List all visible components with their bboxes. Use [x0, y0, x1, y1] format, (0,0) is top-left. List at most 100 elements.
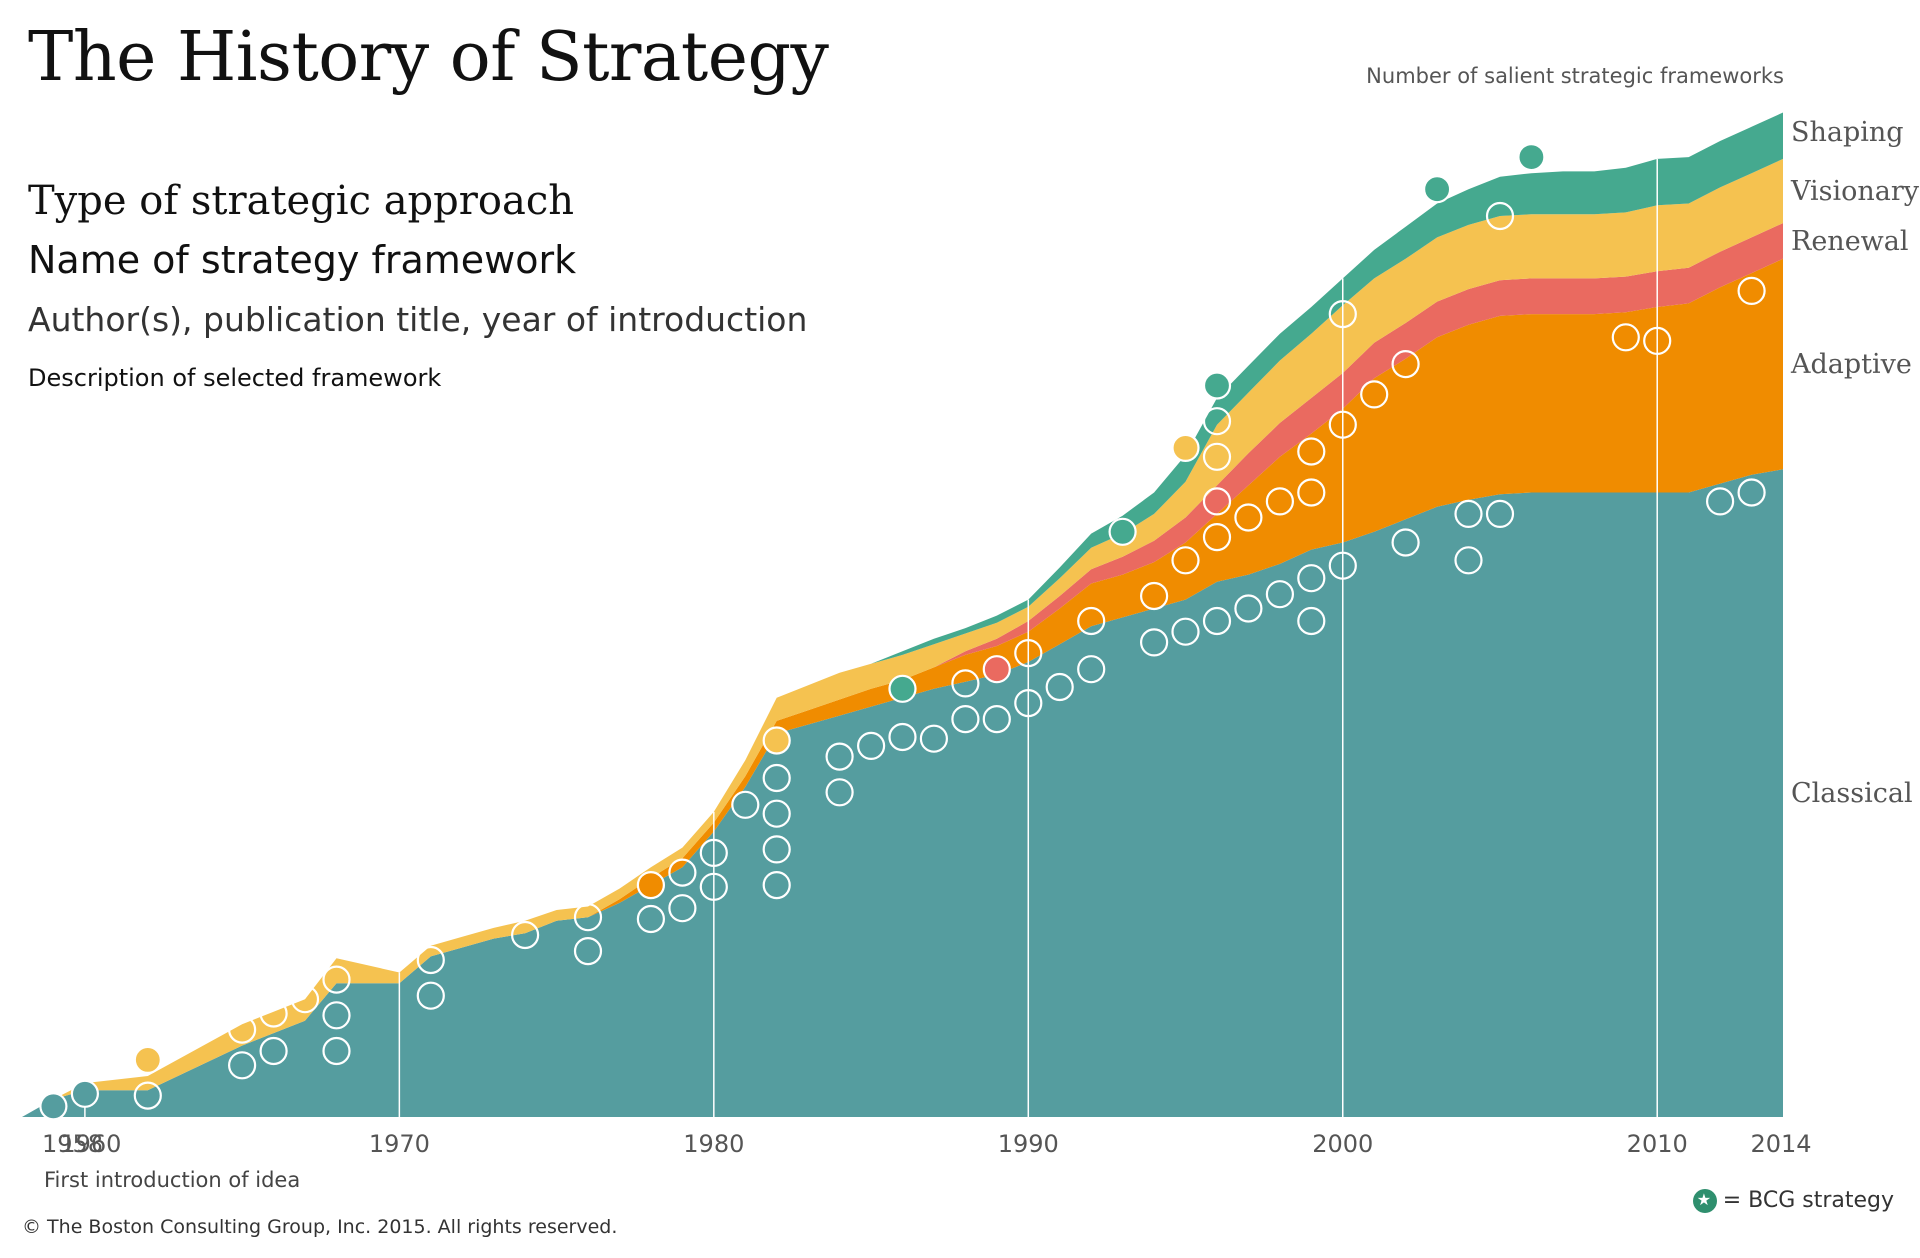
framework-marker-classical — [668, 858, 697, 887]
x-tick-label: 1980 — [683, 1130, 744, 1158]
framework-marker-classical — [259, 999, 288, 1028]
framework-marker-classical — [762, 799, 791, 828]
framework-marker-shaping — [1202, 371, 1232, 400]
framework-marker-visionary — [762, 726, 791, 755]
series-label-classical: Classical — [1791, 778, 1913, 809]
framework-marker-adaptive — [1171, 546, 1200, 575]
framework-marker-renewal — [1014, 638, 1043, 668]
framework-marker-classical — [322, 965, 351, 994]
framework-marker-classical — [1139, 628, 1169, 657]
framework-marker-classical — [825, 778, 854, 807]
framework-marker-classical — [290, 985, 320, 1014]
framework-marker-classical — [416, 981, 445, 1010]
framework-marker-classical — [510, 920, 540, 950]
framework-marker-classical — [919, 724, 949, 753]
framework-marker-classical — [825, 742, 854, 771]
framework-marker-classical — [1297, 564, 1326, 593]
framework-marker-classical — [1454, 499, 1483, 529]
copyright-notice: © The Boston Consulting Group, Inc. 2015… — [22, 1216, 618, 1238]
framework-marker-adaptive — [1611, 323, 1640, 352]
x-tick-label: 2014 — [1750, 1130, 1811, 1158]
framework-marker-classical — [1234, 594, 1263, 623]
framework-marker-classical — [762, 835, 791, 864]
framework-marker-adaptive — [1643, 326, 1672, 355]
framework-marker-classical — [1077, 655, 1106, 684]
series-label-renewal: Renewal — [1791, 226, 1909, 257]
page-title: The History of Strategy — [28, 18, 829, 97]
framework-marker-classical — [259, 1036, 288, 1066]
info-authors: Author(s), publication title, year of in… — [28, 300, 808, 339]
framework-marker-classical — [1202, 606, 1232, 636]
framework-marker-classical — [699, 872, 728, 901]
x-tick-label: 2010 — [1627, 1130, 1688, 1158]
framework-marker-classical — [1014, 688, 1043, 718]
framework-marker-classical — [573, 903, 603, 932]
area-renewal — [22, 223, 1783, 1118]
framework-marker-classical — [1454, 546, 1483, 575]
framework-marker-classical — [1737, 478, 1766, 507]
framework-marker-classical — [1485, 499, 1515, 529]
framework-marker-visionary — [1202, 407, 1232, 436]
framework-marker-adaptive — [1360, 380, 1389, 409]
framework-marker-classical — [573, 936, 603, 966]
framework-marker-classical — [1705, 487, 1735, 516]
framework-marker-classical — [322, 1036, 351, 1066]
framework-marker-classical — [856, 731, 886, 761]
bcg-legend: = BCG strategy — [1692, 1188, 1894, 1213]
framework-marker-adaptive — [1202, 522, 1232, 552]
framework-marker-classical — [70, 1079, 100, 1108]
framework-marker-shaping — [1108, 517, 1137, 546]
series-label-shaping: Shaping — [1791, 117, 1904, 148]
framework-marker-classical — [1171, 617, 1200, 646]
framework-marker-adaptive — [1391, 350, 1420, 379]
framework-marker-classical — [762, 870, 791, 900]
framework-marker-classical — [228, 1051, 257, 1080]
framework-marker-classical — [731, 790, 760, 819]
series-label-adaptive: Adaptive — [1790, 349, 1912, 380]
framework-marker-adaptive — [636, 870, 666, 900]
series-label-visionary: Visionary — [1790, 176, 1920, 207]
framework-marker-renewal — [1202, 487, 1232, 516]
framework-marker-classical — [416, 945, 445, 975]
framework-marker-shaping — [1422, 175, 1452, 204]
framework-marker-adaptive — [1139, 581, 1169, 611]
framework-marker-classical — [636, 904, 666, 934]
framework-marker-visionary — [1485, 201, 1515, 231]
framework-marker-classical — [888, 722, 917, 752]
framework-marker-visionary — [1328, 300, 1357, 329]
framework-marker-renewal — [982, 655, 1011, 684]
framework-marker-classical — [1328, 551, 1357, 580]
framework-marker-classical — [699, 838, 728, 868]
bcg-legend-label: = BCG strategy — [1722, 1188, 1894, 1213]
y-axis-label: Number of salient strategic frameworks — [1366, 64, 1784, 88]
framework-marker-visionary — [951, 669, 980, 698]
x-tick-label: 1970 — [369, 1130, 430, 1158]
framework-marker-classical — [39, 1092, 68, 1121]
area-visionary — [22, 158, 1783, 1117]
framework-marker-classical — [133, 1081, 162, 1110]
x-tick-label: 1960 — [60, 1130, 121, 1158]
framework-marker-adaptive — [1265, 487, 1295, 516]
framework-marker-classical — [982, 704, 1011, 734]
framework-marker-classical — [322, 1001, 351, 1030]
framework-marker-classical — [762, 763, 791, 793]
x-axis-note: First introduction of idea — [44, 1168, 301, 1192]
framework-marker-adaptive — [951, 704, 980, 734]
framework-marker-classical — [1045, 672, 1074, 702]
info-framework-name: Name of strategy framework — [28, 238, 577, 282]
framework-marker-adaptive — [1297, 437, 1326, 466]
x-tick-label: 2000 — [1312, 1130, 1373, 1158]
framework-marker-classical — [668, 894, 697, 923]
framework-marker-shaping — [888, 674, 917, 703]
info-description: Description of selected framework — [28, 364, 442, 392]
framework-marker-adaptive — [1234, 503, 1263, 532]
framework-marker-adaptive — [1328, 410, 1357, 439]
x-tick-label: 1958 — [42, 1130, 103, 1158]
info-strategic-approach: Type of strategic approach — [28, 178, 574, 224]
framework-marker-classical — [1265, 580, 1295, 609]
framework-marker-adaptive — [1297, 478, 1326, 507]
framework-marker-visionary — [133, 1045, 162, 1075]
x-tick-label: 1990 — [998, 1130, 1059, 1158]
star-icon — [1692, 1188, 1717, 1213]
